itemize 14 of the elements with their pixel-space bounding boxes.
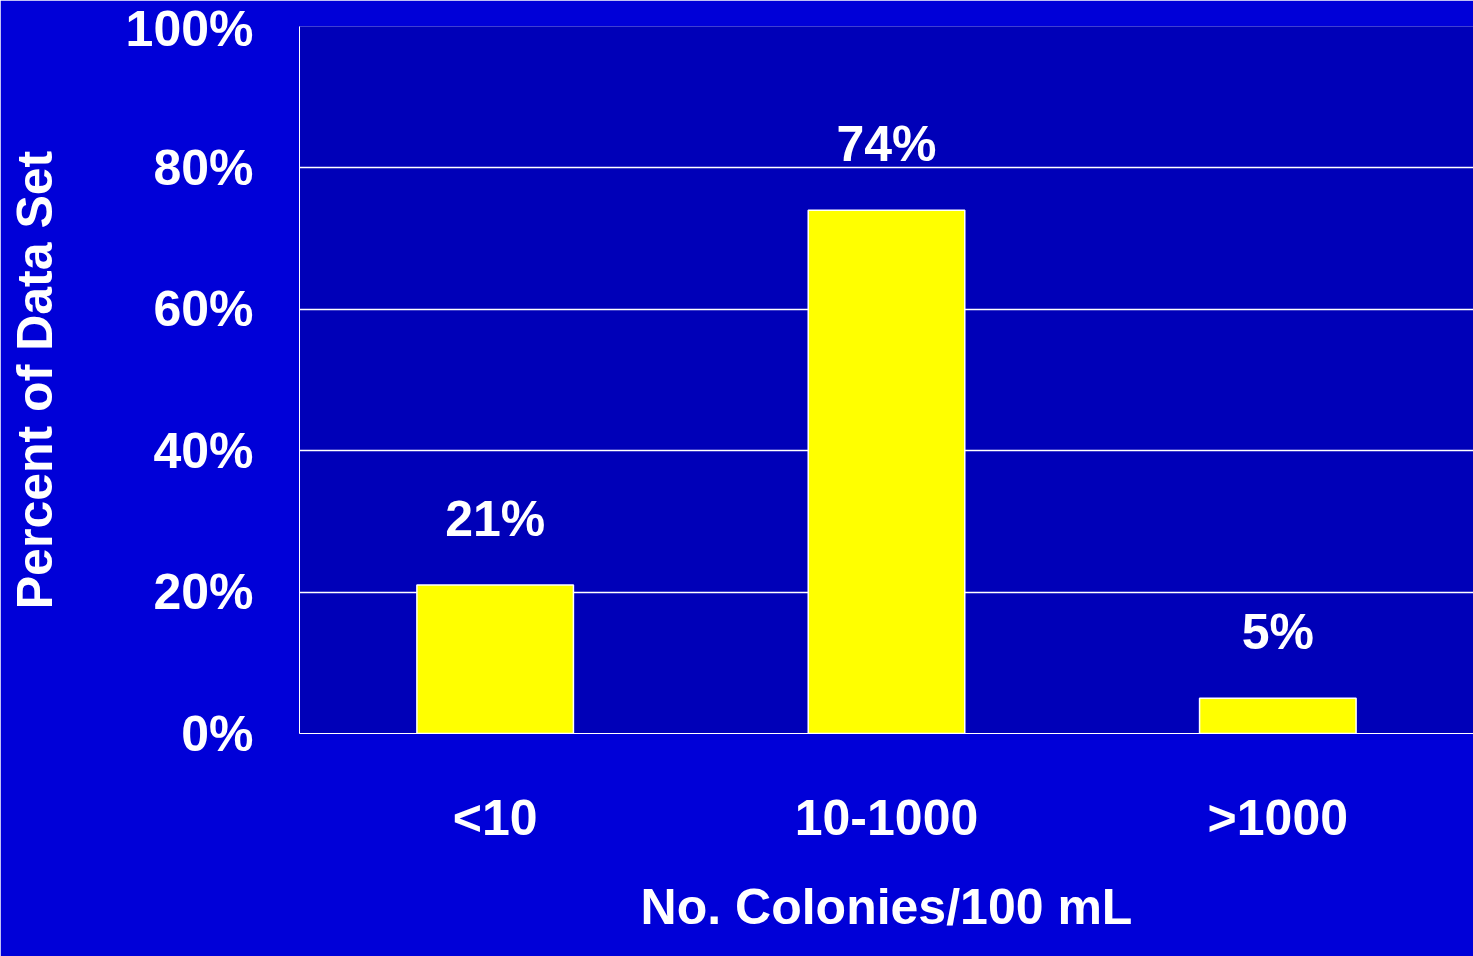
y-tick-label: 80% bbox=[153, 139, 254, 196]
y-tick-label: 40% bbox=[153, 422, 254, 479]
y-tick-label: 20% bbox=[153, 564, 254, 621]
data-label: 5% bbox=[1241, 604, 1314, 661]
y-tick-label: 100% bbox=[125, 0, 254, 57]
y-tick-label: 0% bbox=[181, 705, 254, 762]
x-tick-label: <10 bbox=[452, 789, 538, 846]
y-axis-title: Percent of Data Set bbox=[6, 150, 63, 610]
x-tick-label: >1000 bbox=[1207, 789, 1349, 846]
x-tick-label: 10-1000 bbox=[794, 789, 979, 846]
data-label: 21% bbox=[445, 491, 546, 548]
y-tick-label: 60% bbox=[153, 281, 254, 338]
x-axis-title: No. Colonies/100 mL bbox=[640, 878, 1133, 935]
data-label: 74% bbox=[836, 116, 937, 173]
